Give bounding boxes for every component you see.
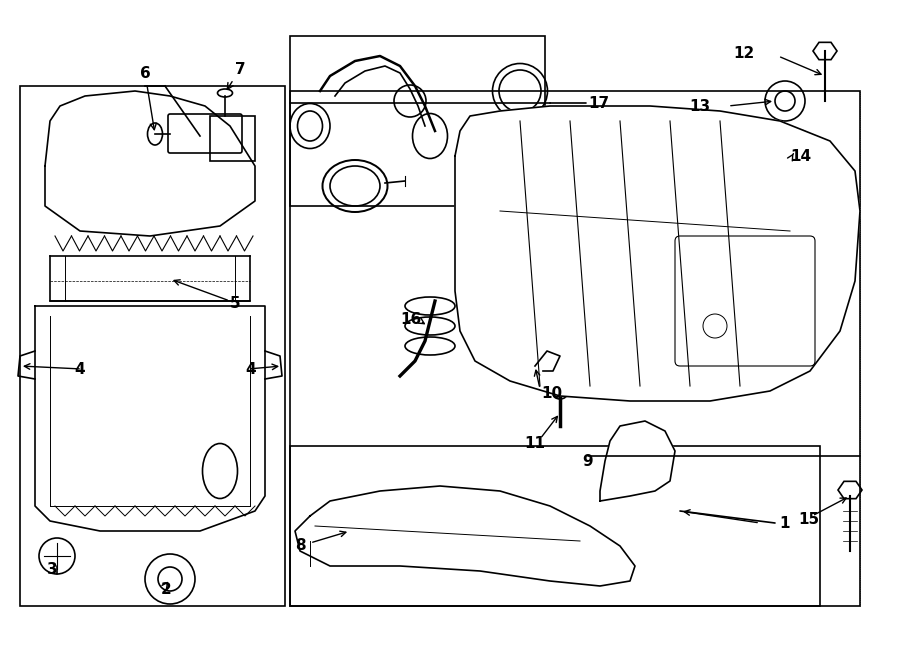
Polygon shape bbox=[455, 106, 860, 401]
Bar bbox=[20, 86, 285, 606]
Text: 3: 3 bbox=[47, 561, 58, 576]
Text: 5: 5 bbox=[230, 295, 240, 311]
Text: 7: 7 bbox=[228, 61, 246, 89]
Text: 14: 14 bbox=[790, 149, 811, 163]
Text: 4: 4 bbox=[75, 362, 85, 377]
Text: 16: 16 bbox=[400, 311, 422, 327]
Text: 8: 8 bbox=[294, 539, 305, 553]
Text: 11: 11 bbox=[525, 436, 545, 451]
Bar bbox=[210, 116, 255, 161]
Text: 10: 10 bbox=[542, 385, 562, 401]
Bar bbox=[290, 446, 820, 606]
Text: 13: 13 bbox=[688, 98, 710, 114]
Text: 17: 17 bbox=[588, 95, 609, 110]
Text: 15: 15 bbox=[798, 512, 819, 527]
Text: 2: 2 bbox=[161, 582, 172, 596]
Bar bbox=[290, 91, 860, 606]
Text: 9: 9 bbox=[582, 453, 593, 469]
Polygon shape bbox=[600, 421, 675, 501]
Bar bbox=[290, 36, 545, 206]
Text: 1: 1 bbox=[779, 516, 790, 531]
Ellipse shape bbox=[553, 389, 567, 399]
Text: 4: 4 bbox=[245, 362, 256, 377]
Polygon shape bbox=[295, 486, 635, 586]
Text: 12: 12 bbox=[734, 46, 755, 61]
Text: 6: 6 bbox=[140, 65, 157, 130]
